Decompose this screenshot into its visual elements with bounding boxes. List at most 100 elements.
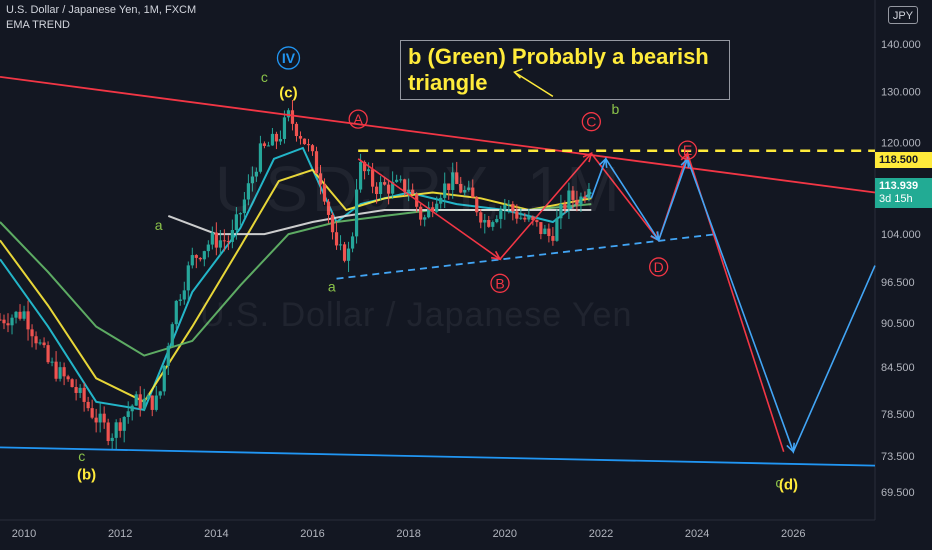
y-tick-label: 140.000 xyxy=(881,39,921,51)
candle xyxy=(354,179,359,244)
candle-body xyxy=(487,219,491,227)
candle xyxy=(94,408,98,433)
candle-body xyxy=(38,342,42,344)
candle xyxy=(451,162,455,199)
candle xyxy=(535,219,539,227)
symbol-title: U.S. Dollar / Japanese Yen, 1M, FXCM xyxy=(6,4,197,16)
candle-body xyxy=(62,367,66,377)
candle xyxy=(455,161,459,185)
candle xyxy=(198,257,202,262)
candle xyxy=(427,201,431,219)
candle xyxy=(238,212,242,226)
candle-body xyxy=(238,213,242,215)
wave-label: D xyxy=(649,257,669,277)
candle-body xyxy=(266,145,271,147)
candle-body xyxy=(539,222,543,234)
candle-body xyxy=(10,317,14,326)
wave-label-text: a xyxy=(328,279,336,295)
candle xyxy=(391,171,395,199)
candle xyxy=(66,374,70,382)
candle xyxy=(366,162,371,175)
candle xyxy=(78,384,82,399)
wave-label-text: E xyxy=(683,142,692,158)
y-tick-label: 73.500 xyxy=(881,451,915,463)
candle-body xyxy=(567,190,571,209)
bar-countdown: 3d 15h xyxy=(879,193,913,205)
candle xyxy=(6,313,10,333)
wave-label-text: B xyxy=(495,275,504,291)
wave-label: (d) xyxy=(779,476,798,493)
candle xyxy=(519,207,523,220)
candle-body xyxy=(451,172,455,191)
candle xyxy=(539,222,543,240)
candle xyxy=(395,174,399,183)
candle xyxy=(399,175,403,183)
y-tick-label: 130.000 xyxy=(881,86,921,98)
candle xyxy=(206,240,210,258)
candle-body xyxy=(375,186,379,195)
candle-body xyxy=(286,110,291,118)
candle-body xyxy=(234,214,238,231)
candle xyxy=(82,382,86,412)
wave-label: c xyxy=(78,448,85,464)
candle xyxy=(30,324,34,348)
candle-body xyxy=(202,251,206,260)
candle-body xyxy=(50,361,54,363)
candle xyxy=(306,138,311,152)
wave-path-blue-arrowhead xyxy=(650,231,660,242)
candle xyxy=(254,167,259,182)
candle-body xyxy=(547,228,551,237)
candle-body xyxy=(587,188,591,199)
wave-path-red-arrowhead xyxy=(582,151,593,163)
candle-body xyxy=(150,395,154,410)
candle xyxy=(463,185,467,197)
candle xyxy=(162,365,166,396)
name-watermark: U.S. Dollar / Japanese Yen xyxy=(200,296,633,334)
candle-body xyxy=(178,299,182,301)
symbol-watermark: USDJPY, 1M xyxy=(215,153,624,225)
candle-body xyxy=(467,187,471,190)
candle xyxy=(210,226,214,250)
candle xyxy=(262,141,267,149)
x-tick-label: 2016 xyxy=(300,528,324,540)
candle xyxy=(226,235,230,251)
currency-button[interactable]: JPY xyxy=(888,6,918,24)
candle-body xyxy=(427,207,431,218)
candle xyxy=(122,415,126,443)
candle-body xyxy=(559,203,563,219)
candle xyxy=(423,214,427,227)
candle-body xyxy=(258,143,263,172)
annotation-note[interactable]: b (Green) Probably a bearish triangle xyxy=(400,40,730,100)
y-tick-label: 96.500 xyxy=(881,277,915,289)
candle xyxy=(491,220,495,231)
candle-body xyxy=(170,324,174,347)
candle xyxy=(334,221,339,250)
candle xyxy=(258,135,263,174)
candle xyxy=(495,215,499,224)
candle xyxy=(186,261,190,302)
candle-body xyxy=(330,214,335,233)
ema-line xyxy=(0,146,592,412)
candle xyxy=(431,201,435,218)
candle xyxy=(150,395,154,417)
candle-body xyxy=(46,345,50,363)
candle-body xyxy=(18,311,22,319)
candle-body xyxy=(543,228,547,234)
candle-body xyxy=(146,395,150,399)
candle-body xyxy=(298,136,303,139)
candle xyxy=(138,386,142,417)
candle-body xyxy=(174,300,178,325)
candle xyxy=(403,178,407,196)
candle-body xyxy=(531,216,535,221)
wave-label-circle xyxy=(581,112,601,132)
y-tick-label: 69.500 xyxy=(881,487,915,499)
triangle-support-line xyxy=(336,233,717,280)
candle-body xyxy=(210,232,214,245)
indicator-label[interactable]: EMA TREND xyxy=(6,19,70,31)
candle-body xyxy=(198,257,202,260)
wave-label-circle xyxy=(677,140,698,160)
candle-body xyxy=(230,230,234,242)
candle-body xyxy=(475,197,479,213)
candle-body xyxy=(138,394,142,409)
